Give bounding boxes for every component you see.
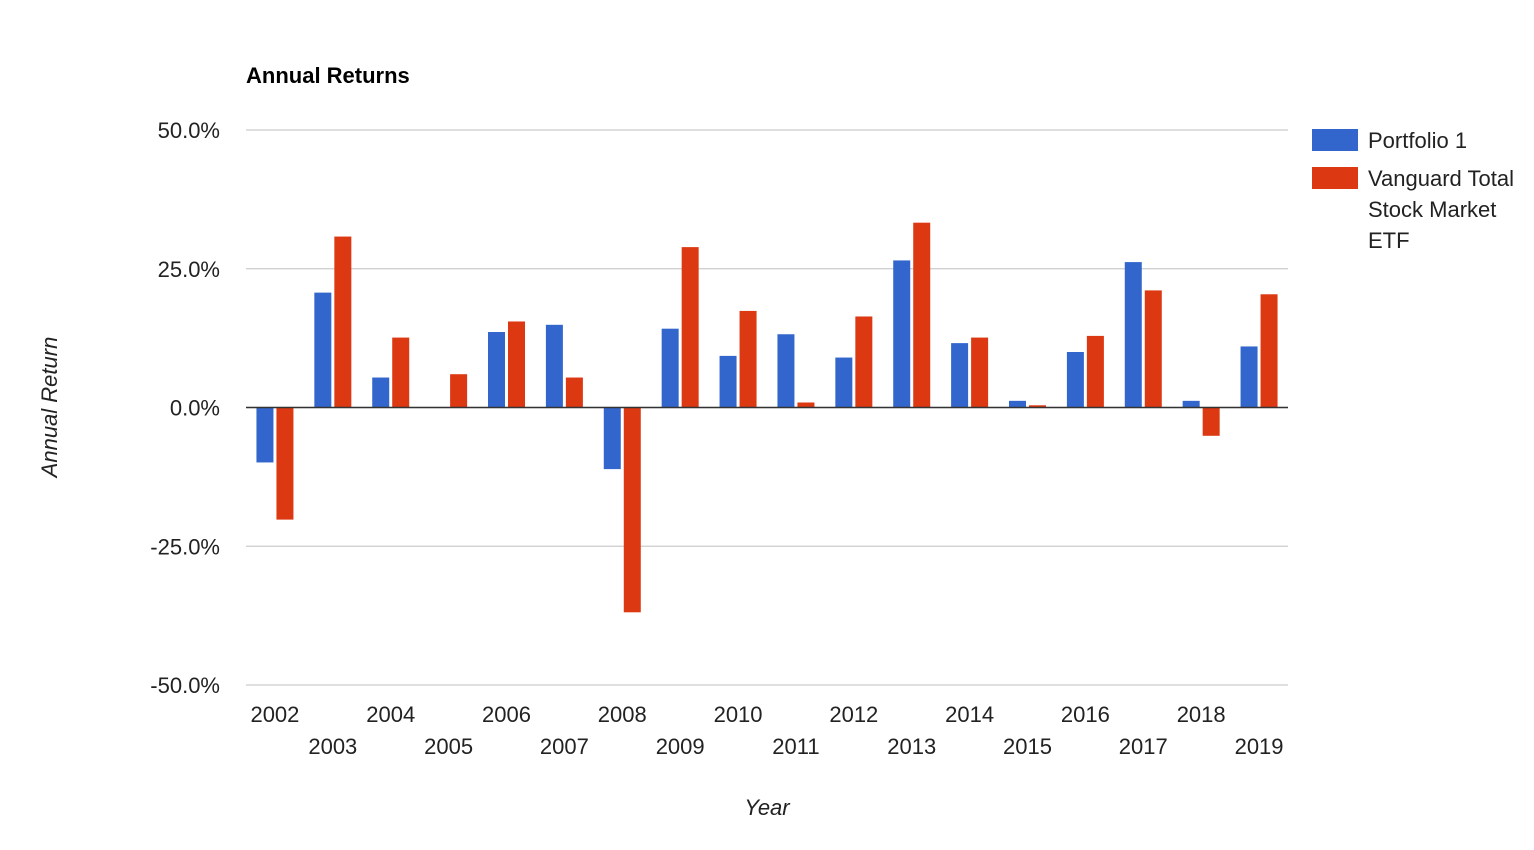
bar-vanguard-2017 [1144,290,1162,408]
x-tick-label: 2003 [308,734,357,759]
x-axis-ticks: 2002 2003 2004 2005 2006 2007 2008 2009 2010 2011… [250,702,1283,759]
bar-portfolio-1-2019 [1240,346,1258,408]
x-tick-label: 2007 [540,734,589,759]
bar-portfolio-1-2013 [893,260,911,408]
y-tick-label: -50.0% [150,673,220,698]
bar-portfolio-1-2006 [488,332,505,408]
bar-portfolio-1-2004 [372,377,390,408]
bar-portfolio-1-2012 [835,357,853,408]
x-tick-label: 2004 [366,702,415,727]
x-tick-label: 2013 [887,734,936,759]
bar-portfolio-1-2009 [661,328,679,408]
bar-portfolio-1-2017 [1124,262,1142,408]
bar-vanguard-2014 [971,337,989,408]
chart-title: Annual Returns [246,63,410,88]
bar-portfolio-1-2007 [545,324,563,408]
bar-vanguard-2009 [681,247,699,408]
bar-vanguard-2008 [623,407,641,613]
bar-portfolio-1-2010 [719,355,737,408]
x-tick-label: 2009 [656,734,705,759]
bar-vanguard-2015 [1029,405,1046,408]
bar-portfolio-1-2008 [603,407,621,470]
bar-portfolio-1-2015 [1009,400,1026,408]
legend-swatch-vanguard [1312,167,1358,189]
bar-portfolio-1-2018 [1182,400,1200,408]
bar-vanguard-2012 [855,316,873,408]
bar-vanguard-2018 [1202,407,1220,436]
legend-swatch-portfolio-1 [1312,129,1358,151]
bar-portfolio-1-2011 [777,334,795,408]
bar-portfolio-1-2002 [256,407,274,463]
bar-vanguard-2016 [1086,335,1104,408]
x-tick-label: 2015 [1003,734,1052,759]
x-tick-label: 2006 [482,702,531,727]
bar-vanguard-2011 [797,402,815,408]
bar-vanguard-2010 [739,310,757,408]
x-tick-label: 2010 [714,702,763,727]
x-tick-label: 2014 [945,702,994,727]
bar-portfolio-1-2014 [951,343,969,408]
x-tick-label: 2005 [424,734,473,759]
y-tick-label: 25.0% [158,257,220,282]
x-tick-label: 2018 [1177,702,1226,727]
bar-vanguard-2006 [508,321,525,408]
x-tick-label: 2008 [598,702,647,727]
bar-portfolio-1-2016 [1066,352,1084,408]
bar-vanguard-2013 [913,222,931,408]
bar-portfolio-1-2003 [314,292,332,408]
x-tick-label: 2011 [772,734,819,759]
bars [256,222,1278,613]
x-tick-label: 2017 [1119,734,1168,759]
legend: Portfolio 1 Vanguard Total Stock Market ETF [1312,128,1514,253]
y-tick-label: 50.0% [158,118,220,143]
legend-label-portfolio-1: Portfolio 1 [1368,128,1467,153]
bar-vanguard-2004 [392,337,410,408]
legend-label-vanguard: Vanguard Total Stock Market ETF [1368,166,1514,253]
bar-vanguard-2002 [276,407,294,520]
bar-vanguard-2005 [450,374,468,408]
bar-vanguard-2007 [565,377,583,408]
x-tick-label: 2012 [829,702,878,727]
x-tick-label: 2002 [250,702,299,727]
x-axis-title: Year [744,795,791,820]
x-tick-label: 2016 [1061,702,1110,727]
bar-vanguard-2019 [1260,294,1278,408]
bar-vanguard-2003 [334,236,352,408]
y-axis-ticks: 50.0% 25.0% 0.0% -25.0% -50.0% [150,118,220,698]
y-tick-label: 0.0% [170,396,220,421]
y-tick-label: -25.0% [150,534,220,559]
y-axis-title: Annual Return [37,337,62,480]
x-tick-label: 2019 [1235,734,1284,759]
